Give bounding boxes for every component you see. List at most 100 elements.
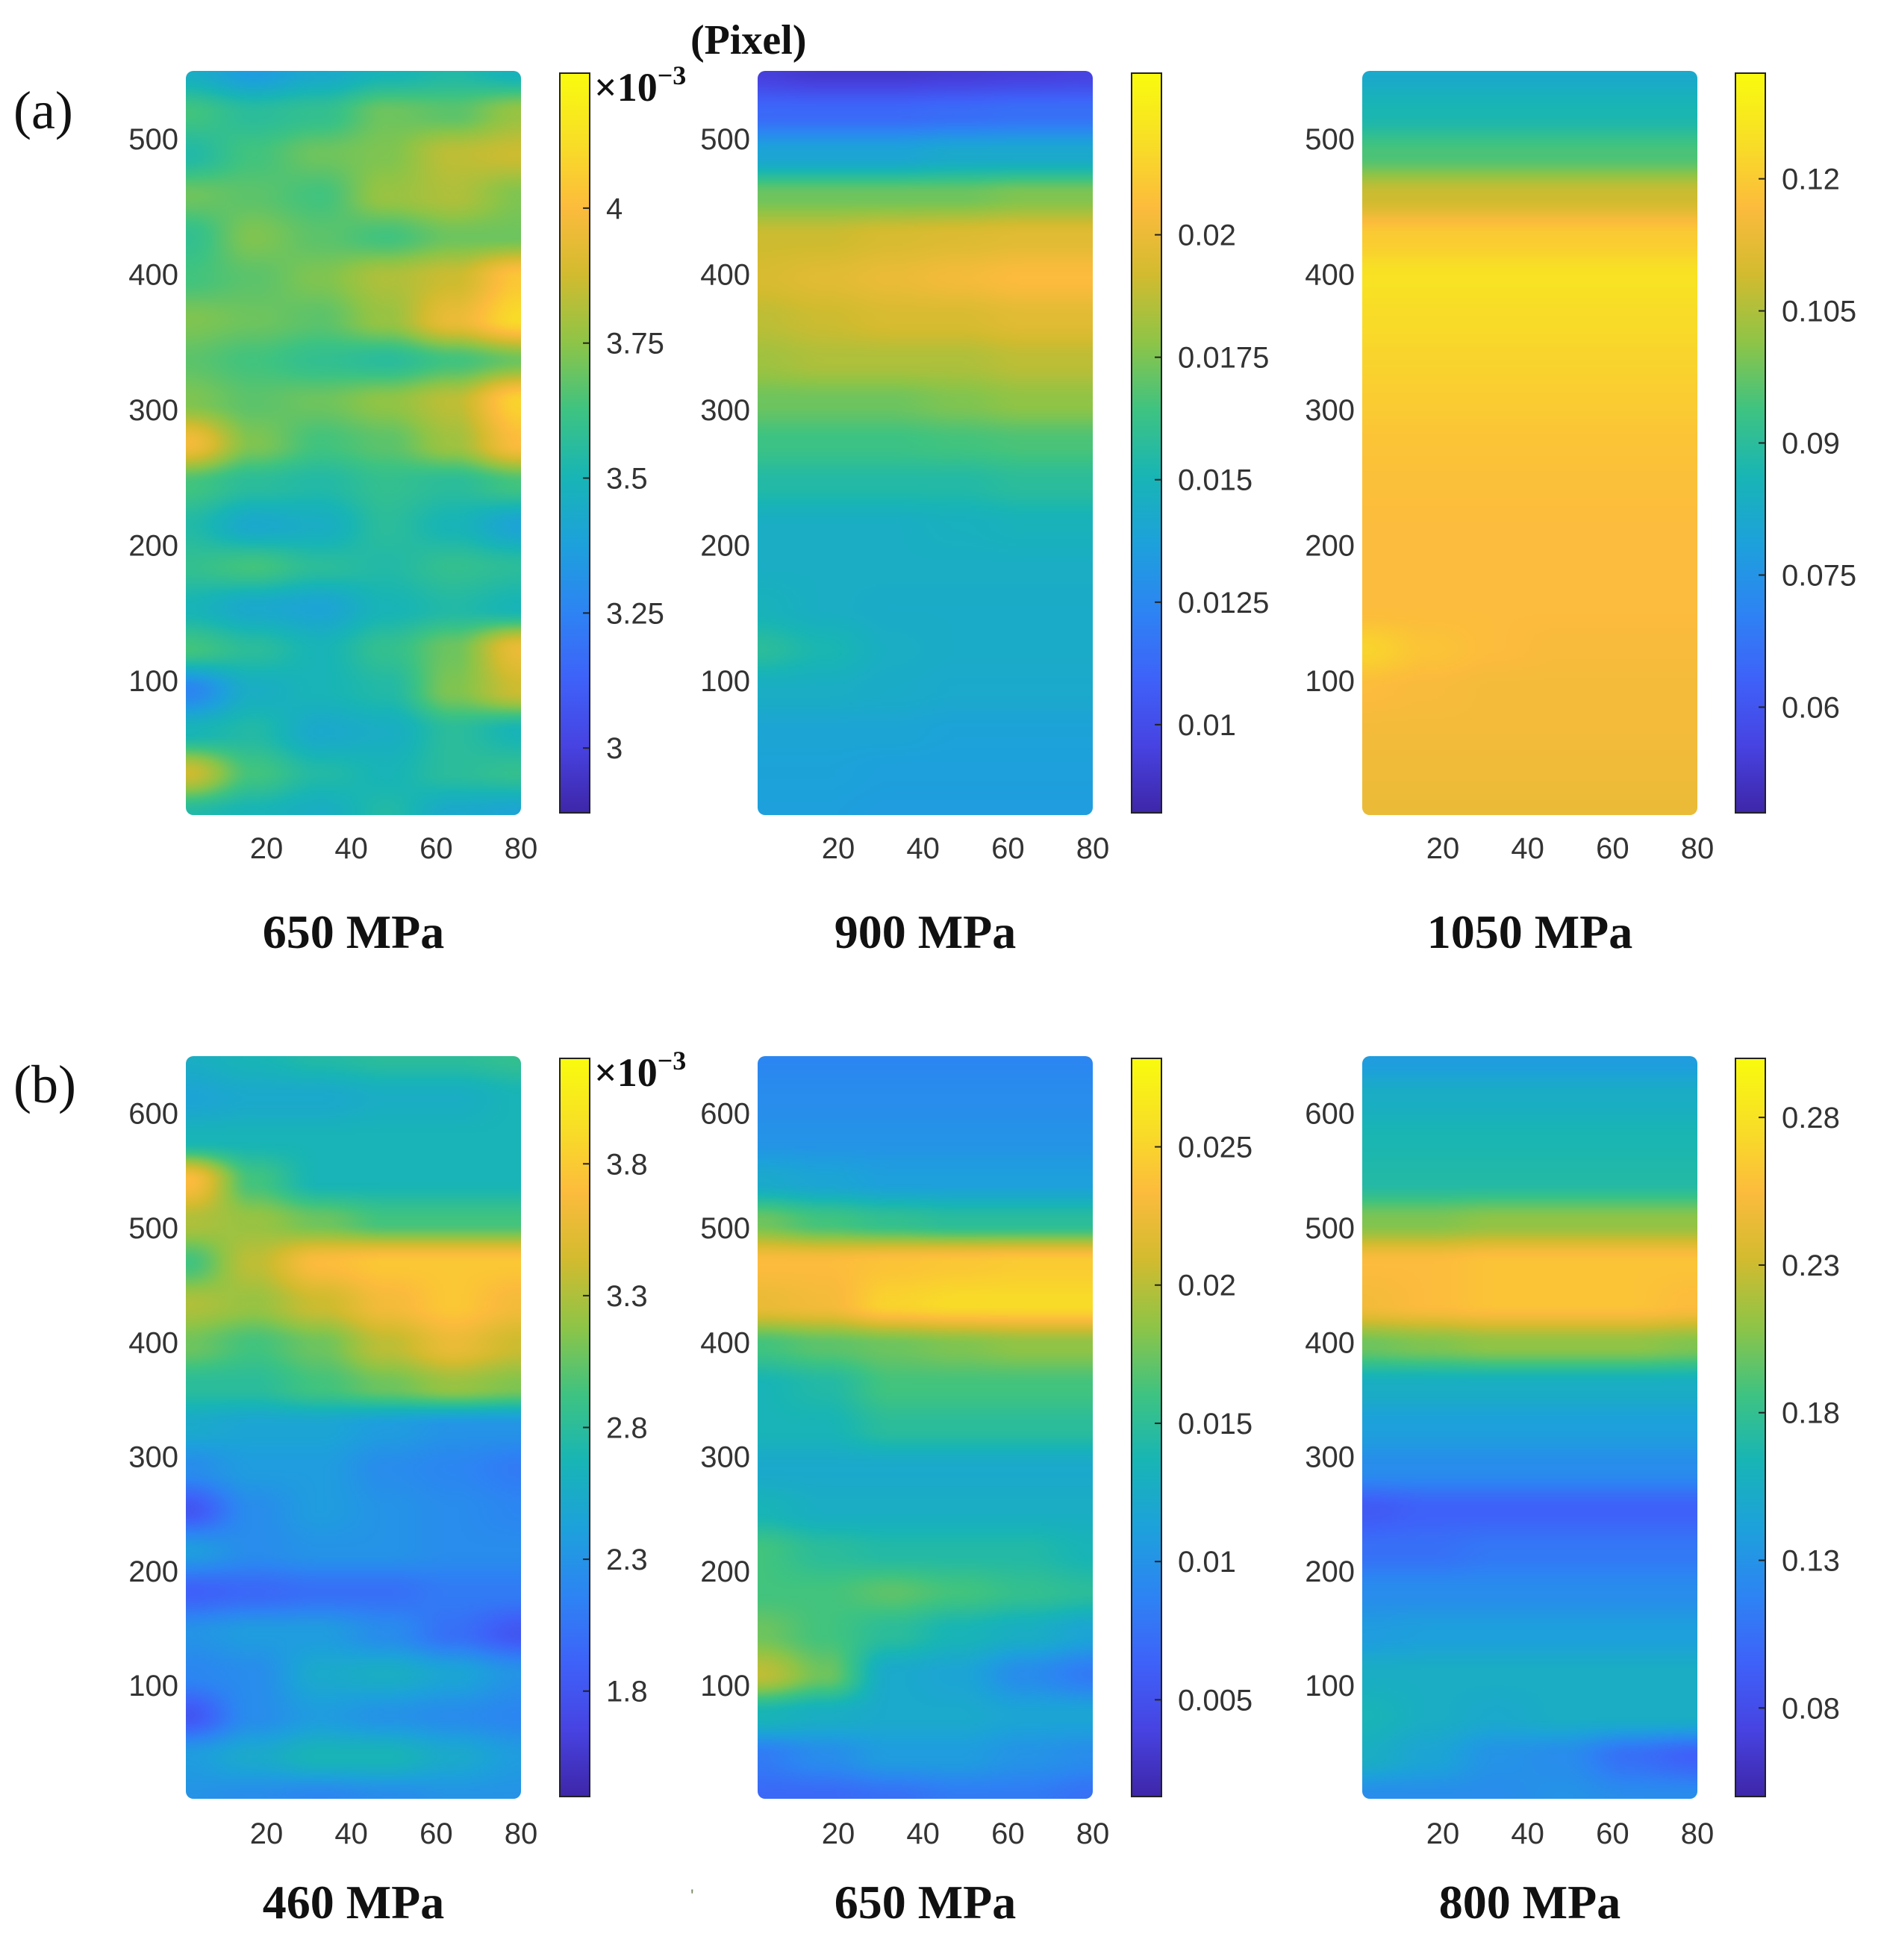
- x-tick-label: 60: [991, 1817, 1025, 1850]
- y-tick-label: 300: [1305, 394, 1355, 427]
- colorbar-tick-label: 0.08: [1782, 1692, 1840, 1725]
- colorbar-tick-label: 0.01: [1178, 1546, 1236, 1579]
- colorbar-tick-label: 0.23: [1782, 1249, 1840, 1282]
- x-tick-label: 60: [991, 832, 1025, 865]
- colorbar-multiplier: ×10−3: [594, 60, 686, 110]
- pressure-title: 650 MPa: [263, 905, 445, 958]
- y-tick-label: 200: [128, 1555, 178, 1588]
- colorbar-tick-label: 0.13: [1782, 1545, 1840, 1578]
- colorbar-tick-label: 3.8: [606, 1148, 648, 1181]
- pressure-title: 1050 MPa: [1427, 905, 1633, 958]
- stray-mark: ': [690, 1886, 694, 1906]
- colorbar-tick-label: 0.025: [1178, 1132, 1253, 1164]
- colorbar: [1131, 1058, 1162, 1797]
- x-tick-label: 20: [1426, 1817, 1460, 1850]
- panel-a-2: 500 400 300 200 100 20 40 60 80 0.02 0.0175 0.015 0.…: [700, 71, 1269, 958]
- x-tick-label: 60: [419, 1817, 453, 1850]
- y-tick-label: 400: [128, 258, 178, 291]
- colorbar-tick-label: 0.01: [1178, 709, 1236, 742]
- y-tick-label: 500: [128, 1212, 178, 1245]
- colorbar-tick-label: 0.06: [1782, 691, 1840, 724]
- colorbar-tick-label: 3.25: [606, 597, 664, 630]
- colorbar-tick-label: 0.09: [1782, 428, 1840, 461]
- heatmap-field: [186, 1056, 521, 1799]
- y-tick-label: 100: [700, 1670, 750, 1702]
- x-tick-label: 20: [1426, 832, 1460, 865]
- y-tick-label: 400: [128, 1326, 178, 1359]
- x-tick-label: 40: [906, 1817, 940, 1850]
- colorbar-tick-label: 0.005: [1178, 1684, 1253, 1717]
- x-tick-label: 20: [250, 832, 284, 865]
- colorbar-tick-label: 0.075: [1782, 559, 1856, 592]
- x-tick-label: 40: [1511, 832, 1544, 865]
- colorbar-tick-label: 0.0175: [1178, 342, 1269, 375]
- y-tick-label: 400: [1305, 1326, 1355, 1359]
- y-tick-label: 500: [700, 123, 750, 156]
- colorbar-tick-label: 3: [606, 732, 623, 765]
- y-tick-label: 200: [128, 530, 178, 563]
- y-tick-label: 100: [1305, 665, 1355, 698]
- heatmap-field: [1362, 1056, 1697, 1799]
- y-tick-label: 200: [1305, 1555, 1355, 1588]
- colorbar: [1131, 72, 1162, 814]
- panel-b-2: 600 500 400 300 200 100 20 40 60 80 0.025 0.02 0.015…: [700, 1056, 1253, 1929]
- y-tick-label: 400: [700, 258, 750, 291]
- x-tick-label: 60: [419, 832, 453, 865]
- pixel-unit-label: (Pixel): [690, 17, 806, 63]
- x-tick-label: 80: [505, 832, 538, 865]
- y-tick-label: 200: [700, 530, 750, 563]
- x-tick-label: 60: [1596, 1817, 1629, 1850]
- panel-b-1: 600 500 400 300 200 100 20 40 60 80 3.8 3.3 2.8 2.3 1.…: [13, 1046, 686, 1929]
- y-tick-label: 100: [1305, 1670, 1355, 1702]
- colorbar: [559, 72, 590, 814]
- y-tick-label: 100: [128, 1670, 178, 1702]
- y-tick-label: 300: [700, 394, 750, 427]
- y-tick-label: 500: [1305, 123, 1355, 156]
- colorbar: [1735, 1058, 1766, 1797]
- colorbar-tick-label: 3.5: [606, 463, 648, 496]
- colorbar-tick-label: 3.3: [606, 1280, 648, 1313]
- colorbar-tick-label: 0.0125: [1178, 587, 1269, 619]
- heatmap-field: [758, 71, 1093, 815]
- y-tick-label: 100: [700, 665, 750, 698]
- colorbar-tick-label: 4: [606, 193, 623, 225]
- x-tick-label: 20: [822, 832, 855, 865]
- y-tick-label: 100: [128, 665, 178, 698]
- pressure-title: 900 MPa: [835, 905, 1017, 958]
- y-tick-label: 300: [128, 394, 178, 427]
- colorbar-tick-label: 0.015: [1178, 1408, 1253, 1441]
- x-tick-label: 80: [1681, 832, 1715, 865]
- x-tick-label: 80: [1076, 1817, 1110, 1850]
- heatmap-field: [186, 71, 521, 815]
- colorbar-tick-label: 0.12: [1782, 163, 1840, 196]
- x-tick-label: 20: [250, 1817, 284, 1850]
- y-tick-label: 400: [1305, 258, 1355, 291]
- panel-a-1: 500 400 300 200 100 20 40 60 80 4 3.75 3.5 3.25 3 ×10−…: [13, 60, 686, 958]
- panel-tag: (a): [13, 81, 73, 140]
- x-tick-label: 20: [822, 1817, 855, 1850]
- y-tick-label: 500: [128, 123, 178, 156]
- colorbar-tick-label: 0.18: [1782, 1397, 1840, 1430]
- x-tick-label: 40: [906, 832, 940, 865]
- colorbar-tick-label: 3.75: [606, 328, 664, 361]
- colorbar-tick-label: 0.02: [1178, 1270, 1236, 1302]
- panel-b-3: 600 500 400 300 200 100 20 40 60 80 0.28 0.23 0.18 0.…: [1305, 1056, 1840, 1929]
- x-tick-label: 40: [334, 832, 368, 865]
- panel-a-3: 500 400 300 200 100 20 40 60 80 0.12 0.105 0.09 0.07…: [1305, 71, 1856, 958]
- colorbar-tick-label: 2.8: [606, 1412, 648, 1445]
- y-tick-label: 500: [1305, 1212, 1355, 1245]
- pressure-title: 650 MPa: [835, 1876, 1017, 1929]
- y-tick-label: 300: [700, 1441, 750, 1474]
- y-tick-label: 500: [700, 1212, 750, 1245]
- y-tick-label: 600: [700, 1098, 750, 1131]
- y-tick-label: 400: [700, 1326, 750, 1359]
- x-tick-label: 80: [1076, 832, 1110, 865]
- y-tick-label: 300: [1305, 1441, 1355, 1474]
- colorbar-tick-label: 0.105: [1782, 296, 1856, 328]
- colorbar-tick-label: 0.28: [1782, 1102, 1840, 1135]
- y-tick-label: 600: [1305, 1098, 1355, 1131]
- heatmap-field: [1362, 71, 1697, 815]
- heatmap-field: [758, 1056, 1093, 1799]
- x-tick-label: 80: [505, 1817, 538, 1850]
